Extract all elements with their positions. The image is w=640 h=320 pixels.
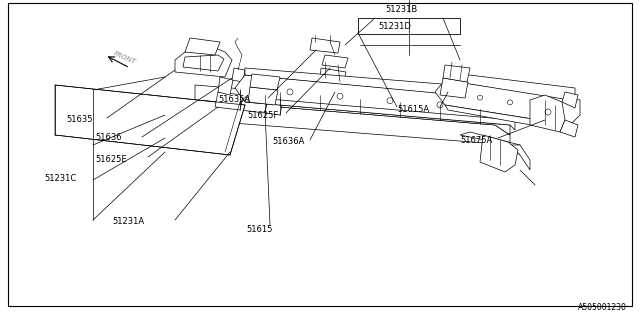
Polygon shape xyxy=(435,80,580,125)
Text: 51615: 51615 xyxy=(246,225,273,234)
Bar xyxy=(358,18,460,34)
Polygon shape xyxy=(530,95,565,132)
Text: 51231D: 51231D xyxy=(378,22,411,31)
Polygon shape xyxy=(322,55,348,68)
Polygon shape xyxy=(232,68,245,82)
Text: 51675A: 51675A xyxy=(460,136,492,145)
Polygon shape xyxy=(183,55,224,71)
Text: 51636A: 51636A xyxy=(272,137,305,146)
Polygon shape xyxy=(480,135,518,172)
Polygon shape xyxy=(55,85,245,155)
Polygon shape xyxy=(445,72,575,100)
Polygon shape xyxy=(185,38,220,55)
Polygon shape xyxy=(445,105,570,132)
Polygon shape xyxy=(440,78,468,98)
Polygon shape xyxy=(560,120,578,137)
Polygon shape xyxy=(245,68,515,100)
Polygon shape xyxy=(443,65,470,82)
Polygon shape xyxy=(310,38,340,53)
Text: 51231B: 51231B xyxy=(385,5,417,14)
Polygon shape xyxy=(248,87,278,105)
Polygon shape xyxy=(320,68,346,85)
Polygon shape xyxy=(510,145,530,170)
Text: FRONT: FRONT xyxy=(112,50,136,65)
Polygon shape xyxy=(218,77,233,95)
Text: A505001230: A505001230 xyxy=(578,303,627,312)
Text: 51615A: 51615A xyxy=(397,105,429,114)
Polygon shape xyxy=(175,100,510,145)
Text: 51231A: 51231A xyxy=(112,217,144,226)
Text: 51636: 51636 xyxy=(95,133,122,142)
Text: 51635: 51635 xyxy=(66,115,93,124)
Text: 51635A: 51635A xyxy=(218,95,250,104)
Polygon shape xyxy=(265,98,283,115)
Polygon shape xyxy=(240,95,268,113)
Text: 51231C: 51231C xyxy=(44,174,76,183)
Polygon shape xyxy=(195,85,510,135)
Polygon shape xyxy=(175,48,232,77)
Text: 51625E: 51625E xyxy=(95,155,127,164)
Polygon shape xyxy=(562,92,578,108)
Text: 51625F: 51625F xyxy=(247,111,278,120)
Polygon shape xyxy=(320,78,348,95)
Polygon shape xyxy=(215,92,243,110)
Polygon shape xyxy=(460,132,520,155)
Polygon shape xyxy=(245,97,515,130)
Polygon shape xyxy=(235,75,520,125)
Polygon shape xyxy=(250,74,280,90)
